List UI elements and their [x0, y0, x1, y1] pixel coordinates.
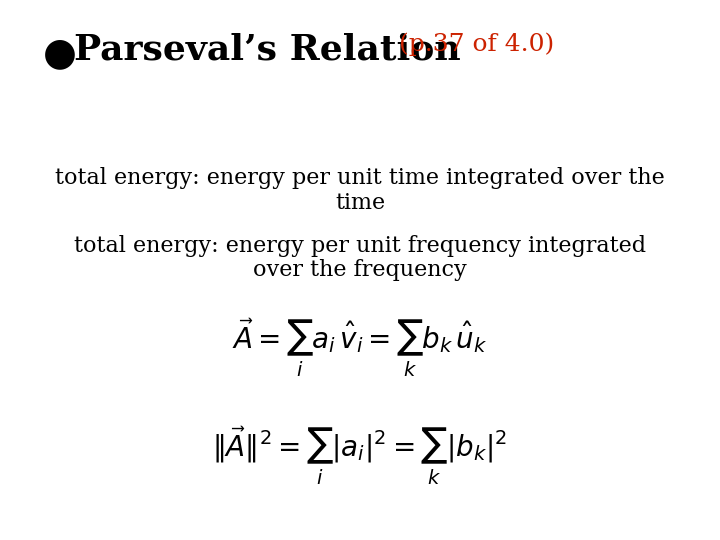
Text: ●: ●: [42, 35, 76, 72]
Text: time: time: [335, 192, 385, 214]
Text: over the frequency: over the frequency: [253, 259, 467, 281]
Text: $\|\vec{A}\|^2 = \sum_i |a_i|^2 = \sum_k |b_k|^2$: $\|\vec{A}\|^2 = \sum_i |a_i|^2 = \sum_k…: [212, 424, 508, 487]
Text: total energy: energy per unit frequency integrated: total energy: energy per unit frequency …: [74, 235, 646, 257]
Text: total energy: energy per unit time integrated over the: total energy: energy per unit time integ…: [55, 167, 665, 190]
Text: Parseval’s Relation: Parseval’s Relation: [74, 32, 461, 66]
Text: (p.37 of 4.0): (p.37 of 4.0): [399, 32, 554, 56]
Text: $\vec{A} = \sum_i a_i\,\hat{v}_i = \sum_k b_k\,\hat{u}_k$: $\vec{A} = \sum_i a_i\,\hat{v}_i = \sum_…: [232, 316, 488, 379]
